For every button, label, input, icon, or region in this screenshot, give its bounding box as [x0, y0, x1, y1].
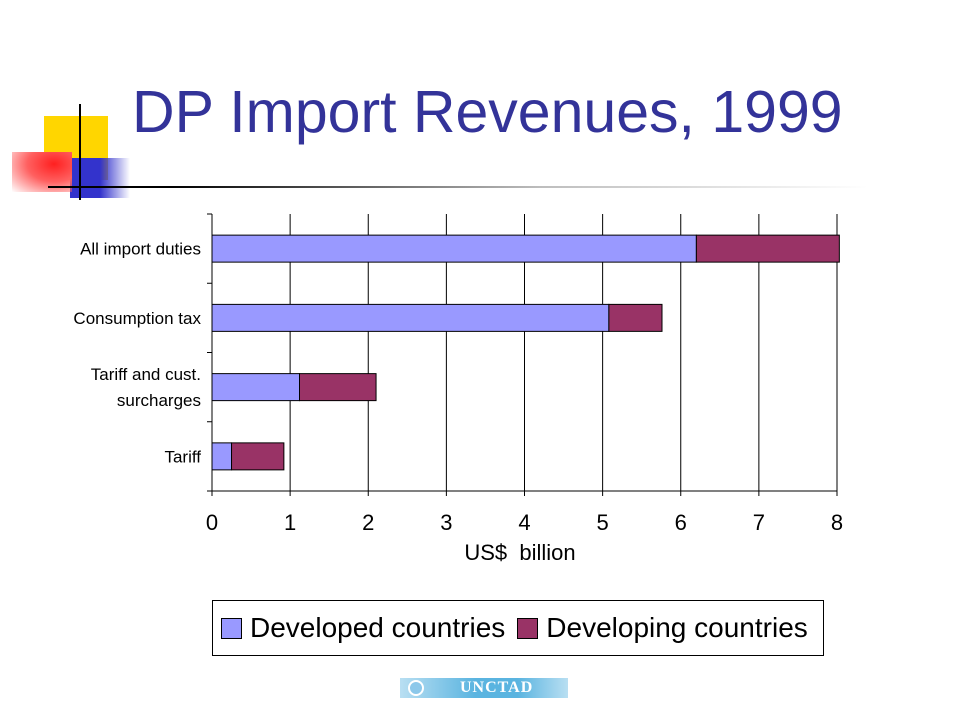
- decorative-red-square: [12, 152, 72, 192]
- x-tick-label: 5: [597, 510, 609, 535]
- bar-developed: [211, 442, 233, 471]
- slide-title: DP Import Revenues, 1999: [132, 79, 843, 145]
- category-label: Consumption tax: [73, 309, 201, 328]
- bar-developed: [211, 373, 300, 402]
- bar-developed: [211, 234, 697, 263]
- un-emblem-icon: [408, 680, 424, 696]
- legend-item-developing: Developing countries: [517, 612, 808, 644]
- category-label: Tariff: [164, 447, 201, 466]
- legend-label-developed: Developed countries: [250, 612, 506, 643]
- x-tick-label: 7: [753, 510, 765, 535]
- x-axis-title: US$ billion: [464, 540, 575, 565]
- bar-developing: [695, 234, 840, 263]
- x-tick-label: 4: [518, 510, 530, 535]
- x-tick-label: 0: [206, 510, 218, 535]
- bar-developing: [231, 442, 285, 471]
- logo-text: UNCTAD: [460, 679, 534, 696]
- x-tick-label: 6: [675, 510, 687, 535]
- legend-item-developed: Developed countries: [221, 612, 505, 644]
- category-label: surcharges: [117, 391, 201, 410]
- decorative-vertical-line: [79, 104, 81, 200]
- bar-developing: [608, 303, 663, 332]
- title-underline: [48, 186, 868, 188]
- bar-developed: [211, 303, 610, 332]
- x-tick-label: 3: [440, 510, 452, 535]
- x-tick-label: 1: [284, 510, 296, 535]
- category-label: Tariff and cust.: [91, 365, 201, 384]
- x-tick-label: 2: [362, 510, 374, 535]
- legend-label-developing: Developing countries: [546, 612, 808, 643]
- category-label: All import duties: [80, 240, 201, 259]
- bar-developing: [299, 373, 377, 402]
- unctad-logo: UNCTAD: [400, 678, 568, 698]
- x-tick-label: 8: [831, 510, 843, 535]
- legend: Developed countries Developing countries: [212, 600, 824, 656]
- bars: [211, 234, 840, 471]
- legend-swatch-developing: [517, 617, 539, 639]
- axis-labels: 0 1 2 3 4 5 6 7 8 US$ billion All import duties Con…: [73, 240, 843, 565]
- legend-swatch-developed: [221, 617, 242, 639]
